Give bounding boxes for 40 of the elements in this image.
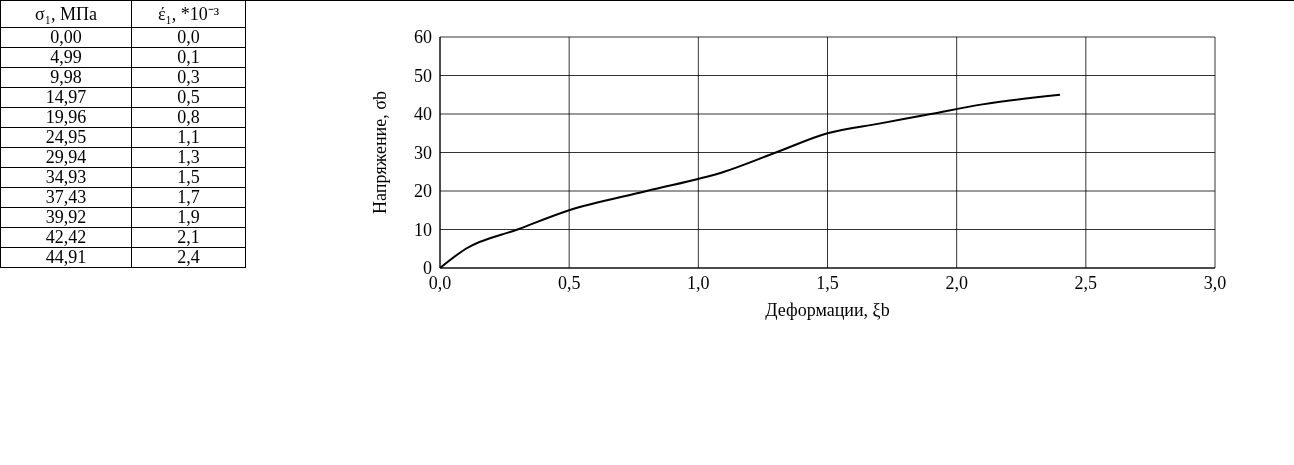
text: 37,43: [0, 187, 132, 208]
text: έ₁, *10⁻³: [131, 0, 246, 28]
x-tick-label: 1,5: [816, 272, 839, 293]
text: 0,1: [131, 47, 246, 68]
text: 42,42: [0, 227, 132, 248]
text: 1,3: [131, 147, 246, 168]
text: 0,3: [131, 67, 246, 88]
x-tick-label: 2,5: [1074, 272, 1098, 293]
text: 39,92: [0, 207, 132, 228]
y-axis-title: Напряжение, σb: [370, 91, 391, 214]
text: 34,93: [0, 167, 132, 188]
text: 1,7: [131, 187, 246, 208]
text: 0,5: [131, 87, 246, 108]
text: 1,5: [131, 167, 246, 188]
x-tick-label: 1,0: [687, 272, 710, 293]
x-tick-label: 3,0: [1203, 272, 1227, 293]
text: 19,96: [0, 107, 132, 128]
text: 1,9: [131, 207, 246, 228]
x-axis-title: Деформации, ξb: [765, 300, 890, 320]
y-tick-label: 10: [414, 219, 432, 240]
text: 4,99: [0, 47, 132, 68]
x-tick-label: 0,5: [557, 272, 581, 293]
text: 44,91: [0, 247, 132, 268]
x-tick-label: 2,0: [945, 272, 968, 293]
y-tick-label: 20: [414, 181, 432, 202]
text: 0,8: [131, 107, 246, 128]
text: 29,94: [0, 147, 132, 168]
text: 1,1: [131, 127, 246, 148]
y-tick-label: 30: [414, 142, 432, 163]
text: 2,1: [131, 227, 246, 248]
y-tick-label: 40: [414, 104, 432, 125]
text: 9,98: [0, 67, 132, 88]
text: σ₁, МПа: [0, 0, 132, 28]
text: 14,97: [0, 87, 132, 108]
y-tick-label: 60: [414, 27, 432, 48]
text: 0,00: [0, 27, 132, 48]
text: 24,95: [0, 127, 132, 148]
text: 0,0: [131, 27, 246, 48]
text: 2,4: [131, 247, 246, 268]
y-tick-label: 50: [414, 65, 432, 86]
